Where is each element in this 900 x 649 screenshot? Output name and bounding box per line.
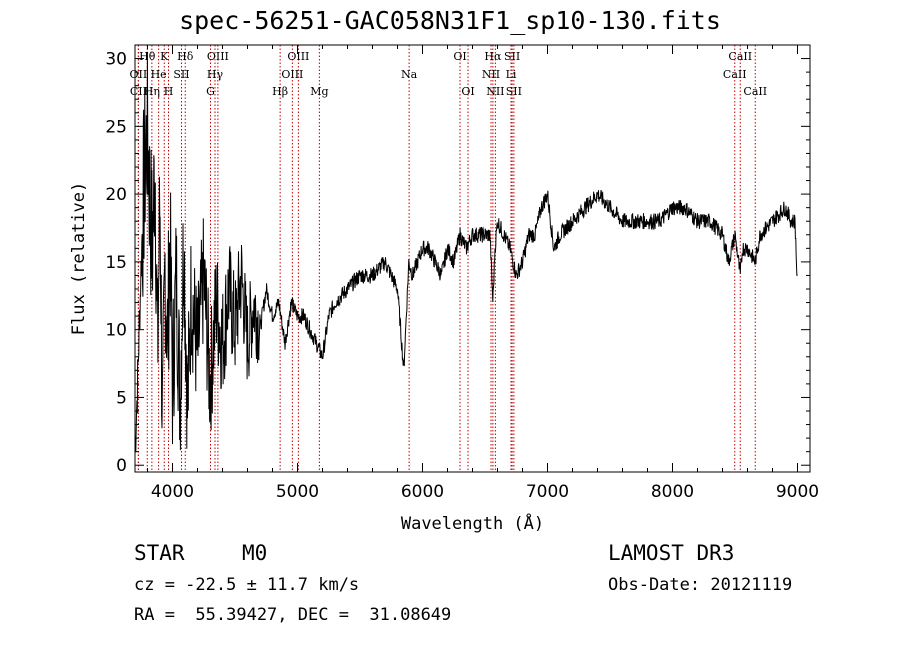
line-marker-label: NII [482, 68, 500, 81]
y-tick-label: 5 [116, 388, 127, 408]
x-tick-label: 8000 [651, 482, 694, 502]
line-marker-label: CaII [728, 50, 752, 63]
chart-title: spec-56251-GAC058N31F1_sp10-130.fits [179, 6, 721, 35]
y-tick-label: 10 [105, 321, 127, 341]
line-marker-label: OI [461, 85, 474, 98]
line-marker-label: OIII [281, 68, 303, 81]
y-axis-label: Flux (relative) [69, 182, 89, 336]
x-tick-label: 6000 [401, 482, 444, 502]
line-marker-label: Hα [484, 50, 502, 63]
line-marker-label: H [164, 85, 174, 98]
line-marker-label: Hη [144, 85, 160, 98]
x-tick-label: 9000 [776, 482, 819, 502]
obs-date-label: Obs-Date: 20121119 [608, 575, 793, 595]
line-marker-label: OIII [207, 50, 229, 63]
x-axis-label: Wavelength (Å) [401, 512, 544, 534]
y-tick-label: 20 [105, 185, 127, 205]
x-tick-label: 7000 [526, 482, 569, 502]
line-marker-label: He [151, 68, 167, 81]
line-marker-label: Li [506, 68, 517, 81]
cz-label: cz = -22.5 ± 11.7 km/s [134, 575, 360, 595]
line-marker-label: Mg [310, 85, 328, 98]
line-marker-label: SII [506, 85, 522, 98]
x-tick-label: 4000 [151, 482, 194, 502]
y-tick-label: 15 [105, 253, 127, 273]
line-marker-label: SII [173, 68, 189, 81]
line-marker-label: CaII [743, 85, 767, 98]
line-marker-label: K [160, 50, 169, 63]
line-marker-label: OII [130, 68, 148, 81]
subclass-label: M0 [242, 541, 268, 565]
y-tick-label: 30 [105, 50, 127, 70]
plot-frame [134, 44, 811, 473]
line-marker-label: Hβ [272, 85, 288, 98]
y-tick-label: 25 [105, 117, 127, 137]
line-marker-label: G [206, 85, 215, 98]
line-marker-label: NII [486, 85, 504, 98]
survey-label: LAMOST DR3 [608, 541, 735, 565]
line-marker-label: Hγ [207, 68, 224, 81]
x-tick-label: 5000 [276, 482, 319, 502]
line-marker-label: CII [130, 85, 147, 98]
coords-label: RA = 55.39427, DEC = 31.08649 [134, 605, 452, 625]
classification-label: STAR [134, 541, 185, 565]
line-marker-label: Na [401, 68, 418, 81]
y-tick-label: 0 [116, 456, 127, 476]
spectrum-line [134, 51, 798, 453]
line-marker-label: OIII [287, 50, 309, 63]
line-marker-label: OI [453, 50, 466, 63]
line-marker-label: Hδ [177, 50, 194, 63]
line-marker-label: SII [504, 50, 520, 63]
line-marker-label: CaII [723, 68, 747, 81]
